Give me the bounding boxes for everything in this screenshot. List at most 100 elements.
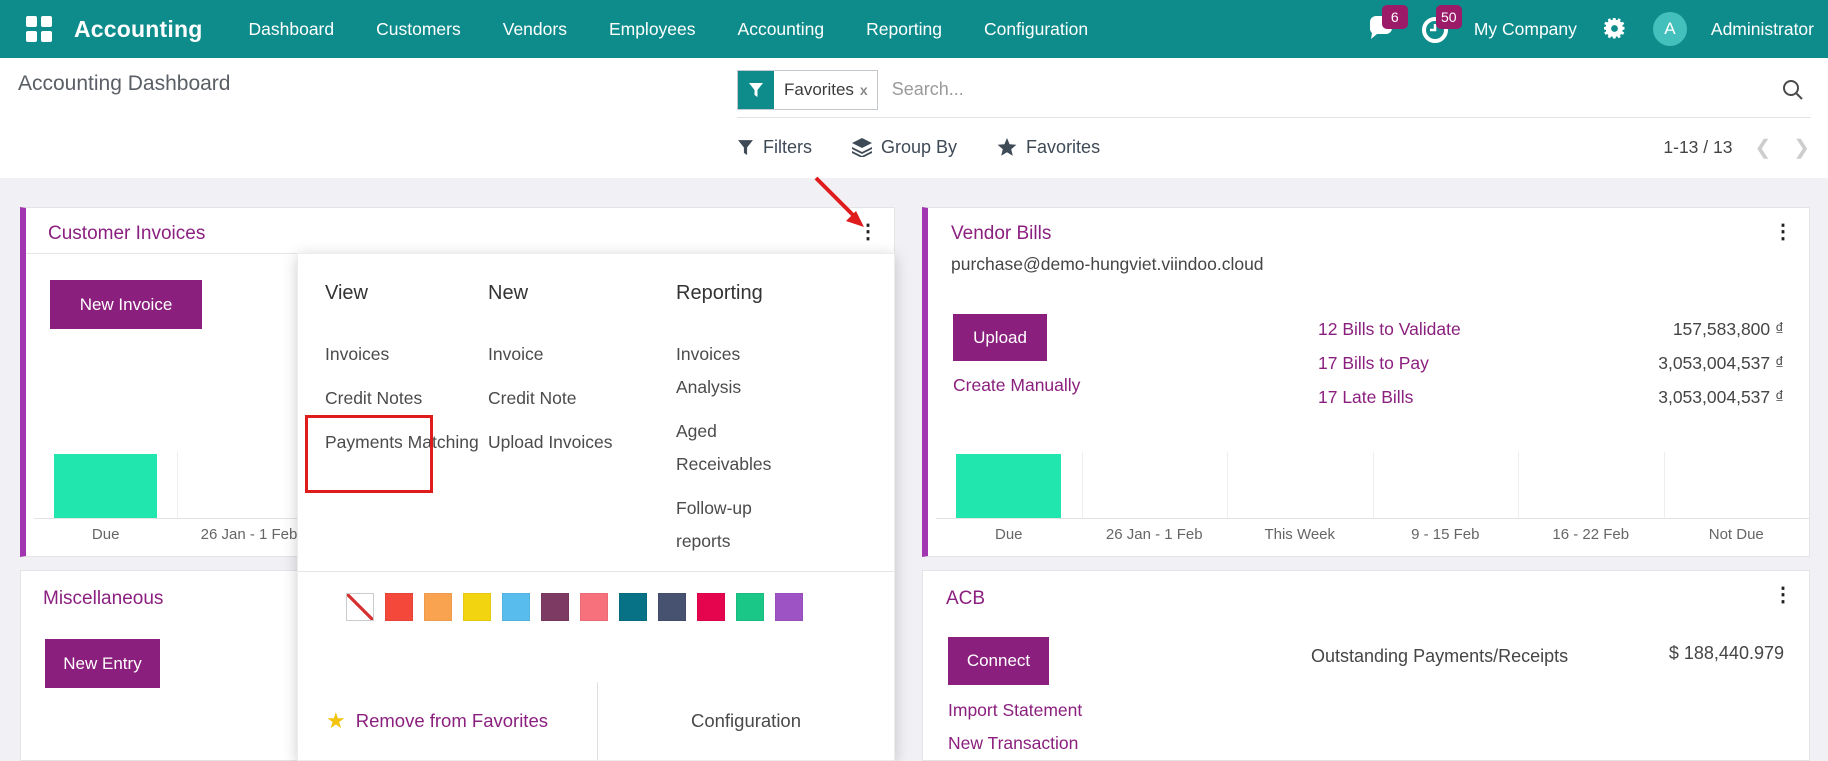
configuration-link[interactable]: Configuration xyxy=(690,710,802,731)
favorites-facet-chip[interactable]: Favorites x xyxy=(737,69,878,110)
dropdown-column-reporting: Reporting Invoices Analysis Aged Receiva… xyxy=(676,282,816,569)
messages-button[interactable]: 6 xyxy=(1366,5,1408,44)
chart-plot xyxy=(1372,452,1519,518)
pager-count: 1-13 / 13 xyxy=(1663,136,1733,157)
menu-item-credit-notes[interactable]: Credit Notes xyxy=(325,388,423,408)
chart-bar[interactable] xyxy=(956,454,1062,518)
outstanding-payments-amount: $ 188,440.979 xyxy=(1668,643,1784,663)
menu-item-invoices[interactable]: Invoices xyxy=(325,344,390,364)
funnel-icon xyxy=(738,139,753,155)
bills-to-validate-link[interactable]: 12 Bills to Validate xyxy=(1318,318,1461,339)
chart-cell: Not Due xyxy=(1663,452,1810,550)
user-menu[interactable]: Administrator xyxy=(1710,18,1814,39)
layers-icon xyxy=(852,137,872,157)
menu-accounting[interactable]: Accounting xyxy=(737,18,825,39)
connect-button[interactable]: Connect xyxy=(948,637,1049,685)
menu-reporting[interactable]: Reporting xyxy=(866,18,943,39)
upload-button[interactable]: Upload xyxy=(953,314,1047,361)
menu-item-follow-up-reports[interactable]: Follow-up reports xyxy=(676,498,752,551)
menu-vendors[interactable]: Vendors xyxy=(502,18,567,39)
settings-gears-icon[interactable] xyxy=(1601,15,1629,43)
menu-employees[interactable]: Employees xyxy=(608,18,696,39)
filters-button[interactable]: Filters xyxy=(737,137,812,158)
group-by-label: Group By xyxy=(881,136,958,157)
menu-item-invoices-analysis[interactable]: Invoices Analysis xyxy=(676,344,742,397)
new-invoice-button[interactable]: New Invoice xyxy=(50,280,202,329)
menu-item-credit-note[interactable]: Credit Note xyxy=(488,388,577,408)
clock-icon xyxy=(1421,17,1448,43)
dropdown-header-reporting: Reporting xyxy=(676,282,763,304)
dropdown-columns: View Invoices Credit Notes Payments Matc… xyxy=(325,282,874,569)
color-swatch[interactable] xyxy=(424,593,452,621)
chart-cell: Due xyxy=(34,452,178,550)
kebab-menu-icon[interactable]: ⋮ xyxy=(1773,221,1793,243)
user-avatar[interactable]: A xyxy=(1652,12,1687,46)
card-acb: ACB ⋮ Connect Import Statement New Trans… xyxy=(922,570,1810,761)
search-input[interactable] xyxy=(891,79,1781,100)
chart-plot xyxy=(1081,452,1228,518)
color-swatch[interactable] xyxy=(697,593,725,621)
apps-grid-icon[interactable] xyxy=(26,16,52,42)
chart-cell: 16 - 22 Feb xyxy=(1518,452,1664,550)
card-options-dropdown: View Invoices Credit Notes Payments Matc… xyxy=(297,253,895,761)
favorites-button[interactable]: Favorites xyxy=(997,137,1100,158)
card-title-vendor-bills[interactable]: Vendor Bills xyxy=(951,223,1052,244)
chart-plot xyxy=(1663,452,1810,518)
menu-item-upload-invoices[interactable]: Upload Invoices xyxy=(488,432,613,452)
card-title-customer-invoices[interactable]: Customer Invoices xyxy=(48,223,206,244)
color-swatch-none[interactable] xyxy=(346,593,374,621)
chart-category-label: 26 Jan - 1 Feb xyxy=(1081,518,1227,550)
stat-row: 12 Bills to Validate 157,583,800 ₫ xyxy=(1318,312,1784,346)
pager-prev-icon[interactable]: ❮ xyxy=(1754,136,1772,159)
menu-configuration[interactable]: Configuration xyxy=(984,18,1089,39)
dropdown-column-view: View Invoices Credit Notes Payments Matc… xyxy=(325,282,488,569)
color-swatch[interactable] xyxy=(541,593,569,621)
card-title-acb[interactable]: ACB xyxy=(946,588,986,609)
import-statement-link[interactable]: Import Statement xyxy=(948,700,1083,720)
pager-next-icon[interactable]: ❯ xyxy=(1793,136,1810,159)
dropdown-column-new: New Invoice Credit Note Upload Invoices xyxy=(488,282,676,569)
search-icon[interactable] xyxy=(1781,78,1805,102)
messages-badge: 6 xyxy=(1381,5,1408,29)
facet-remove-icon[interactable]: x xyxy=(859,81,868,98)
kebab-menu-icon[interactable]: ⋮ xyxy=(1773,584,1793,606)
bills-to-pay-link[interactable]: 17 Bills to Pay xyxy=(1318,352,1429,373)
color-swatch[interactable] xyxy=(736,593,764,621)
menu-item-invoice[interactable]: Invoice xyxy=(488,344,544,364)
stat-row: 17 Late Bills 3,053,004,537 ₫ xyxy=(1318,380,1784,414)
menu-customers[interactable]: Customers xyxy=(376,18,461,39)
color-swatch[interactable] xyxy=(385,593,413,621)
app-brand[interactable]: Accounting xyxy=(74,15,203,42)
new-entry-button[interactable]: New Entry xyxy=(45,639,160,688)
activities-button[interactable]: 50 xyxy=(1420,5,1462,44)
create-manually-link[interactable]: Create Manually xyxy=(953,375,1081,395)
color-swatch[interactable] xyxy=(658,593,686,621)
menu-item-payments-matching[interactable]: Payments Matching xyxy=(325,432,479,452)
card-title-miscellaneous[interactable]: Miscellaneous xyxy=(43,588,164,609)
page-title: Accounting Dashboard xyxy=(18,72,231,95)
bills-to-pay-amount: 3,053,004,537 ₫ xyxy=(1658,352,1784,373)
kebab-menu-icon[interactable]: ⋮ xyxy=(858,221,878,243)
color-swatch[interactable] xyxy=(619,593,647,621)
apps-grid-square xyxy=(41,16,52,27)
company-switcher[interactable]: My Company xyxy=(1473,18,1577,39)
color-swatch[interactable] xyxy=(580,593,608,621)
color-swatch[interactable] xyxy=(775,593,803,621)
dropdown-footer: ★ Remove from Favorites Configuration xyxy=(298,682,894,760)
chart-bar[interactable] xyxy=(54,454,158,518)
top-navbar: Accounting Dashboard Customers Vendors E… xyxy=(0,0,1828,58)
favorite-star-icon: ★ xyxy=(326,708,346,733)
remove-from-favorites-label: Remove from Favorites xyxy=(355,710,548,731)
menu-item-aged-receivables[interactable]: Aged Receivables xyxy=(676,421,772,474)
menu-dashboard[interactable]: Dashboard xyxy=(248,18,335,39)
chart-plot xyxy=(177,452,320,518)
color-swatch[interactable] xyxy=(463,593,491,621)
apps-grid-square xyxy=(26,16,37,27)
color-swatch[interactable] xyxy=(502,593,530,621)
late-bills-link[interactable]: 17 Late Bills xyxy=(1318,386,1414,407)
group-by-button[interactable]: Group By xyxy=(852,137,957,158)
chart-category-label: 26 Jan - 1 Feb xyxy=(177,518,321,550)
remove-from-favorites-button[interactable]: ★ Remove from Favorites xyxy=(298,682,598,760)
bills-to-validate-amount: 157,583,800 ₫ xyxy=(1672,318,1784,339)
new-transaction-link[interactable]: New Transaction xyxy=(948,733,1079,753)
